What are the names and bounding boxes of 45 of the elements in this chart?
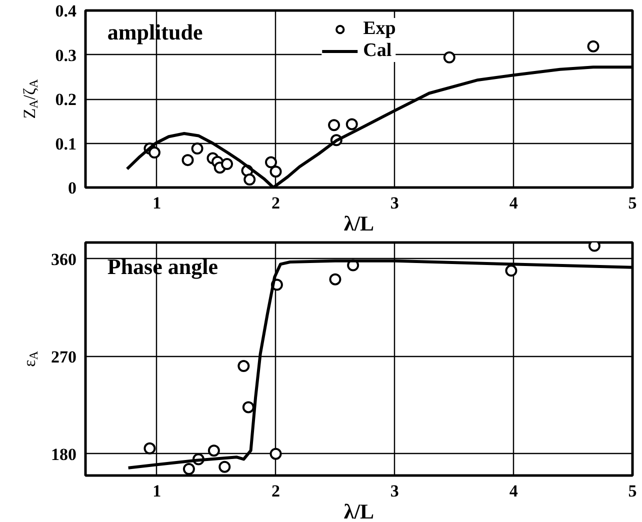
y-tick-label: 0.1 [55, 134, 76, 154]
point [270, 166, 282, 178]
legend-label: Cal [363, 40, 392, 62]
x-tick-label: 3 [390, 482, 399, 500]
x-tick-label: 3 [390, 194, 399, 212]
point [328, 119, 340, 132]
point [270, 448, 282, 460]
point [346, 118, 358, 130]
y-axis-title: εA [20, 350, 40, 367]
x-tick-label: 4 [509, 194, 518, 212]
point [238, 360, 250, 372]
y-tick-label: 0.3 [55, 46, 76, 65]
point [443, 51, 456, 64]
x-tick-label: 5 [628, 194, 637, 212]
point [208, 444, 220, 457]
point [191, 142, 204, 155]
point [242, 401, 254, 414]
x-axis-title: λ/L [344, 500, 374, 522]
x-tick-label: 4 [509, 482, 518, 500]
point [182, 463, 195, 475]
y-tick-label: 180 [51, 444, 76, 464]
y-axis-title: ZA/ζA [20, 78, 40, 119]
y-tick-label: 0.2 [55, 90, 76, 109]
y-tick-label: 0.4 [55, 2, 77, 20]
x-axis-title: λ/L [344, 212, 374, 236]
y-tick-label: 0 [68, 178, 76, 198]
legend-label: Exp [363, 18, 396, 40]
point [329, 273, 342, 286]
x-tick-label: 1 [152, 194, 162, 212]
point [148, 146, 160, 159]
point [221, 158, 234, 170]
x-tick-label: 2 [272, 482, 280, 500]
x-tick-label: 5 [628, 482, 637, 500]
point [144, 442, 156, 454]
point [244, 174, 256, 186]
x-tick-label: 2 [272, 194, 280, 212]
point [218, 460, 231, 473]
point [588, 242, 600, 252]
y-tick-label: 270 [51, 347, 76, 366]
point [182, 154, 194, 166]
point [505, 264, 518, 277]
point [587, 40, 600, 52]
point [265, 156, 278, 168]
x-tick-label: 1 [152, 482, 162, 500]
y-tick-label: 360 [51, 250, 76, 269]
